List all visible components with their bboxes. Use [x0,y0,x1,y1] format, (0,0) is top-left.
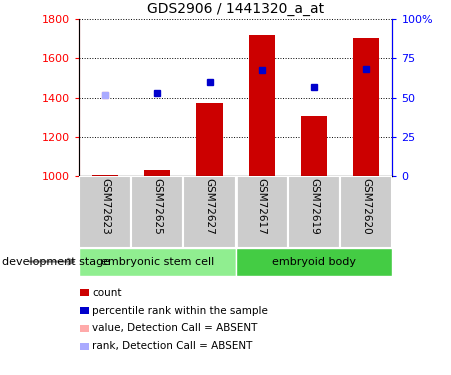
Bar [340,176,392,248]
Bar [353,39,379,176]
Bar [79,176,131,248]
Bar [144,170,170,176]
Bar [79,248,235,276]
Bar [235,248,392,276]
Text: embryoid body: embryoid body [272,256,356,267]
Bar [235,176,288,248]
Bar [197,104,223,176]
Text: GSM72617: GSM72617 [257,178,267,234]
Text: GSM72623: GSM72623 [100,178,110,234]
Text: percentile rank within the sample: percentile rank within the sample [92,306,268,315]
Text: value, Detection Call = ABSENT: value, Detection Call = ABSENT [92,324,258,333]
Bar [80,343,89,350]
Text: count: count [92,288,122,297]
Title: GDS2906 / 1441320_a_at: GDS2906 / 1441320_a_at [147,2,324,16]
Text: GSM72620: GSM72620 [361,178,371,234]
Bar [288,176,340,248]
Bar [80,289,89,296]
Bar [80,324,89,332]
Bar [184,176,235,248]
Bar [92,175,118,176]
Bar [131,176,184,248]
Text: GSM72627: GSM72627 [204,178,215,234]
Bar [80,307,89,314]
Bar [301,116,327,176]
Text: GSM72619: GSM72619 [309,178,319,234]
Text: rank, Detection Call = ABSENT: rank, Detection Call = ABSENT [92,342,253,351]
Bar [249,34,275,176]
Text: development stage: development stage [2,256,110,267]
Text: embryonic stem cell: embryonic stem cell [101,256,214,267]
Text: GSM72625: GSM72625 [152,178,162,234]
